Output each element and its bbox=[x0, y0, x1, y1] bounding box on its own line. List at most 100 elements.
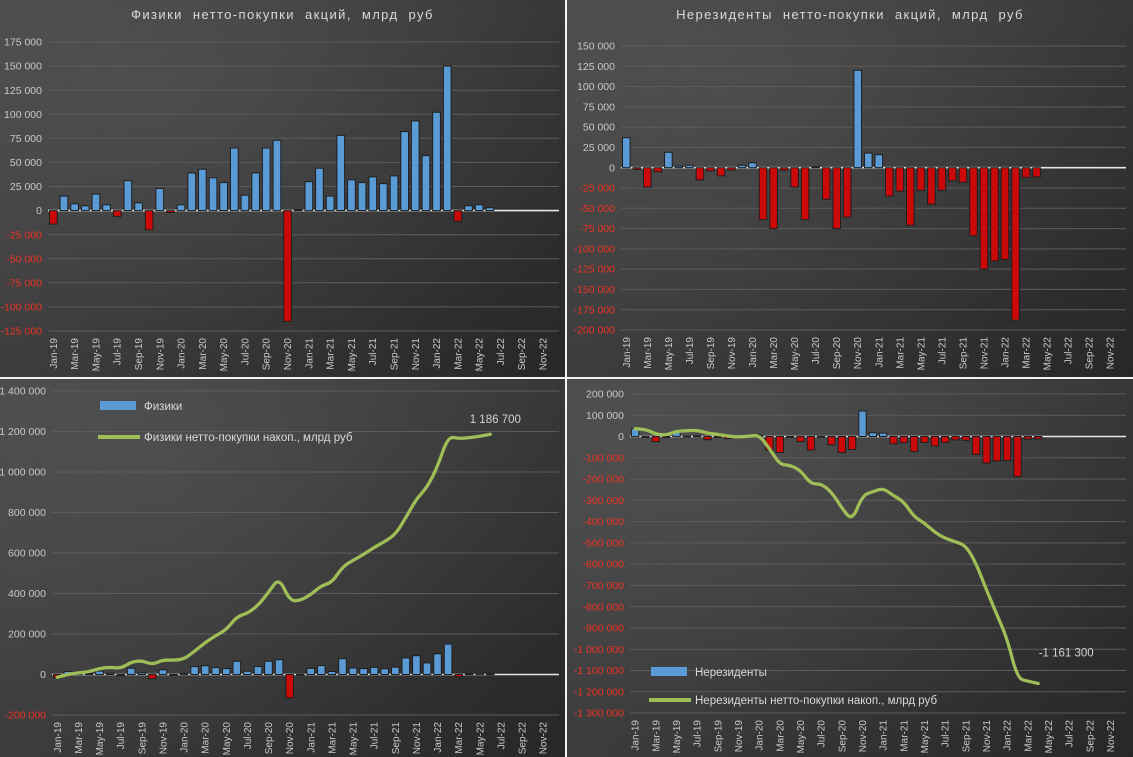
bar bbox=[166, 210, 175, 214]
bar bbox=[1000, 167, 1010, 260]
x-tick-label: May-21 bbox=[347, 338, 358, 372]
bar bbox=[909, 436, 919, 453]
legend-label: Нерезиденты bbox=[695, 667, 767, 679]
bar bbox=[990, 167, 999, 262]
bar bbox=[379, 183, 388, 212]
y-tick-label: 200 000 bbox=[586, 389, 624, 401]
bar bbox=[775, 436, 785, 453]
y-tick-label: -100 000 bbox=[574, 244, 616, 256]
bar bbox=[295, 673, 305, 676]
y-tick-label: 150 000 bbox=[4, 61, 42, 73]
y-tick-label: -700 000 bbox=[583, 580, 625, 592]
bar bbox=[713, 436, 723, 438]
bar bbox=[661, 436, 671, 439]
bar bbox=[1032, 167, 1041, 178]
bar bbox=[651, 436, 660, 443]
bar bbox=[219, 182, 229, 212]
y-tick-label: -600 000 bbox=[583, 559, 625, 571]
y-tick-label: -75 000 bbox=[579, 223, 615, 235]
x-tick-label: Sep-22 bbox=[1085, 337, 1096, 370]
bar bbox=[84, 673, 94, 675]
x-tick-label: Mar-20 bbox=[775, 720, 786, 752]
bar bbox=[400, 131, 409, 212]
bar bbox=[806, 436, 816, 451]
bar bbox=[961, 436, 971, 441]
bar bbox=[868, 432, 878, 438]
bar bbox=[453, 210, 463, 222]
bar bbox=[937, 167, 947, 191]
x-tick-label: Jul-20 bbox=[243, 722, 254, 750]
y-tick-label: -150 000 bbox=[574, 284, 616, 296]
bar bbox=[885, 167, 894, 197]
legend-label: Физики bbox=[144, 401, 182, 413]
x-tick-label: Nov-22 bbox=[1106, 720, 1117, 753]
x-tick-label: Mar-20 bbox=[198, 338, 209, 370]
line-end-value-label: 1 186 700 bbox=[470, 414, 521, 426]
y-tick-label: -200 000 bbox=[574, 325, 616, 337]
bar bbox=[641, 436, 650, 438]
bar bbox=[190, 666, 199, 676]
y-tick-label: 75 000 bbox=[583, 102, 615, 114]
x-tick-label: May-22 bbox=[1044, 720, 1055, 754]
y-tick-label: -800 000 bbox=[583, 601, 625, 613]
x-tick-label: Jul-19 bbox=[685, 337, 696, 365]
bar bbox=[692, 435, 702, 438]
y-tick-label: -900 000 bbox=[583, 623, 625, 635]
bar bbox=[958, 167, 968, 183]
x-tick-label: Jul-21 bbox=[941, 720, 952, 748]
x-tick-label: Sep-19 bbox=[134, 338, 145, 371]
bar bbox=[930, 436, 940, 447]
bar bbox=[70, 203, 80, 212]
bar bbox=[412, 655, 421, 676]
panel-individuals-monthly: Физики нетто-покупки акций, млрд руб 175… bbox=[0, 0, 565, 377]
x-tick-label: Mar-21 bbox=[895, 337, 906, 369]
bar bbox=[769, 167, 778, 230]
chart-title-nonresidents-monthly: Нерезиденты нетто-покупки акций, млрд ру… bbox=[676, 7, 1024, 22]
y-tick-label: 0 bbox=[36, 205, 42, 217]
bar bbox=[391, 666, 400, 676]
bar bbox=[464, 205, 473, 212]
panel-nonresidents-cumulative: 200 000 100 000 0 -100 000 -200 000 -300 000 -… bbox=[567, 379, 1133, 757]
y-tick-label: -300 000 bbox=[583, 495, 625, 507]
bar bbox=[464, 673, 474, 675]
y-tick-label: -25 000 bbox=[579, 183, 615, 195]
bar bbox=[758, 167, 768, 221]
x-tick-label: Jan-19 bbox=[49, 338, 60, 369]
x-tick-label: May-21 bbox=[916, 337, 927, 371]
cumulative-line bbox=[55, 432, 492, 679]
x-tick-label: May-19 bbox=[664, 337, 675, 371]
x-tick-label: Nov-21 bbox=[411, 338, 422, 371]
bar bbox=[380, 668, 389, 675]
bar bbox=[454, 674, 463, 678]
panel-individuals-cumulative: 1 400 000 1 200 000 1 000 000 800 000 600 00… bbox=[0, 379, 565, 757]
panel-divider-horizontal bbox=[0, 377, 1133, 379]
y-tick-label: 75 000 bbox=[10, 133, 42, 145]
legend-label: Нерезиденты нетто-покупки накоп., млрд р… bbox=[695, 695, 937, 707]
x-tick-label: May-20 bbox=[219, 338, 230, 372]
x-tick-label: Sep-20 bbox=[832, 337, 843, 370]
y-tick-label: -200 000 bbox=[583, 474, 625, 486]
bar bbox=[102, 204, 111, 212]
x-tick-label: May-22 bbox=[475, 722, 486, 756]
bar bbox=[293, 209, 303, 212]
bar bbox=[432, 111, 441, 212]
x-tick-label: Nov-20 bbox=[853, 337, 864, 370]
x-tick-label: Nov-21 bbox=[982, 720, 993, 753]
legend-label: Физики нетто-покупки накоп., млрд руб bbox=[144, 432, 353, 444]
y-tick-label: 50 000 bbox=[10, 157, 42, 169]
bar bbox=[779, 167, 789, 171]
legend-bar-swatch bbox=[100, 401, 136, 410]
legend-bar-swatch bbox=[651, 667, 687, 676]
y-tick-label: -25 000 bbox=[6, 229, 42, 241]
y-tick-label: 0 bbox=[40, 669, 46, 681]
bar bbox=[653, 167, 663, 173]
bar bbox=[703, 436, 712, 441]
bar bbox=[969, 167, 978, 237]
y-tick-label: -175 000 bbox=[574, 304, 616, 316]
x-tick-label: Nov-22 bbox=[539, 722, 550, 755]
x-tick-label: Mar-21 bbox=[899, 720, 910, 752]
y-tick-label: -400 000 bbox=[583, 516, 625, 528]
bar bbox=[748, 162, 757, 169]
x-tick-label: Jul-21 bbox=[370, 722, 381, 750]
bar bbox=[253, 666, 263, 676]
